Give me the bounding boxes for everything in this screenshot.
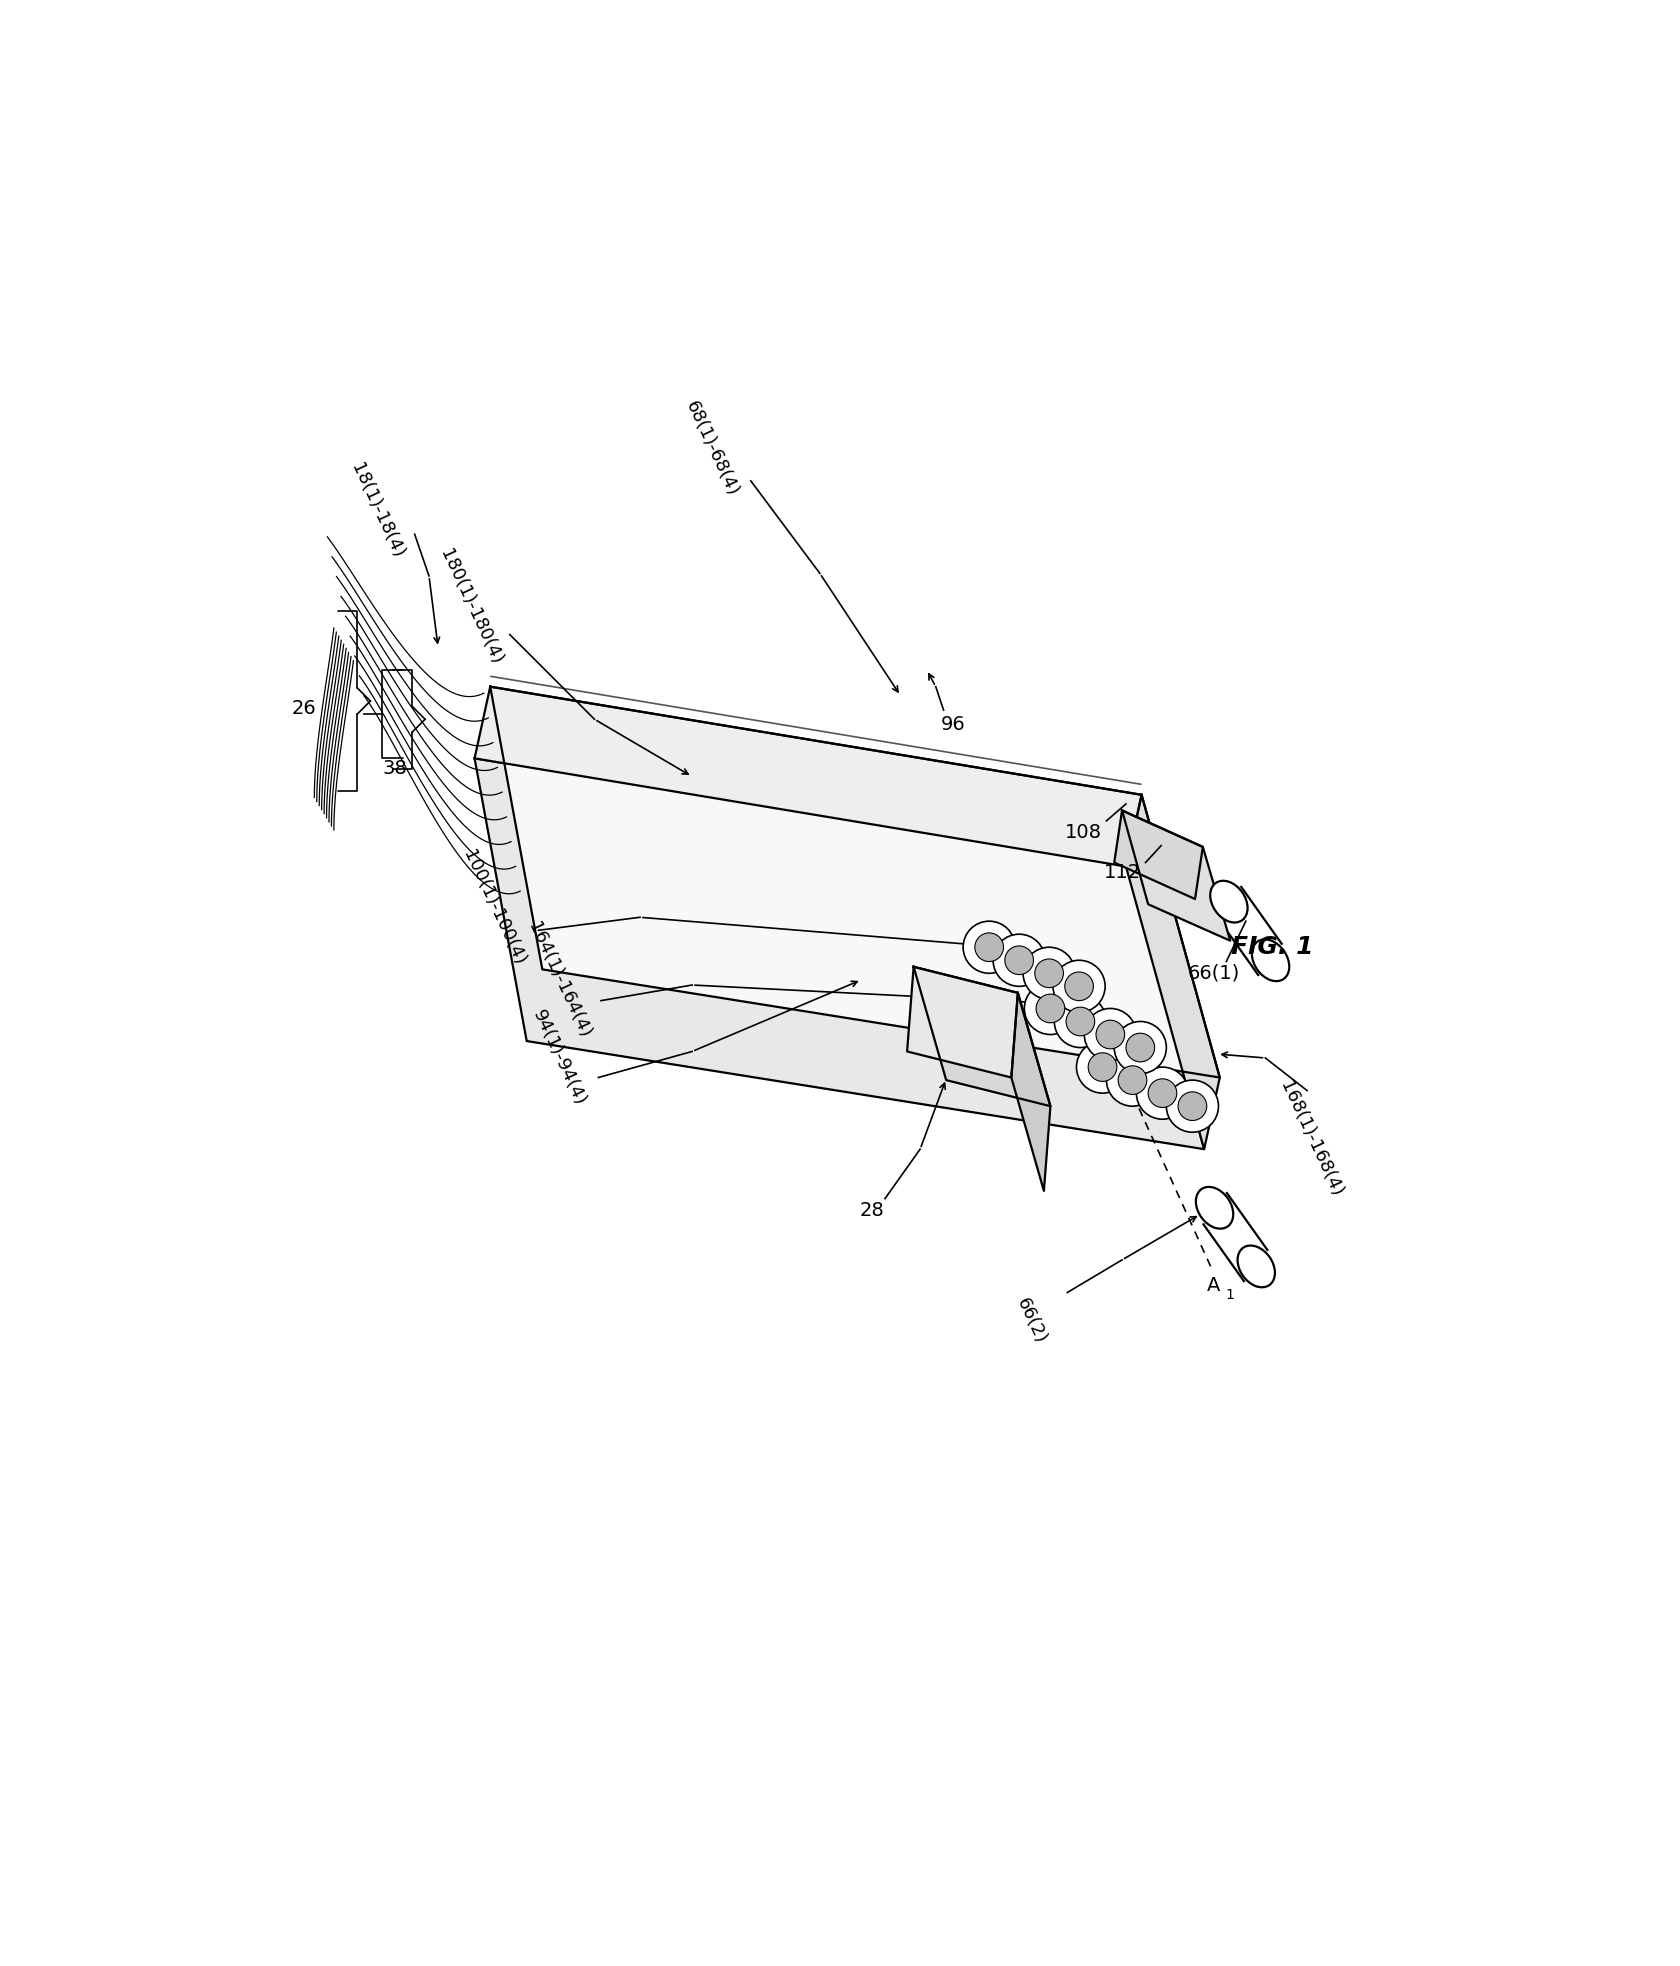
- Ellipse shape: [1194, 1187, 1233, 1229]
- Text: 180(1)-180(4): 180(1)-180(4): [435, 547, 506, 668]
- Circle shape: [1105, 1054, 1158, 1107]
- Circle shape: [1087, 1052, 1116, 1081]
- Polygon shape: [474, 686, 1141, 867]
- Circle shape: [1063, 971, 1092, 1001]
- Text: 164(1)-164(4): 164(1)-164(4): [524, 918, 593, 1040]
- Text: 168(1)-168(4): 168(1)-168(4): [1275, 1077, 1346, 1199]
- Polygon shape: [491, 686, 1220, 1077]
- Circle shape: [1084, 1009, 1136, 1060]
- Circle shape: [963, 922, 1015, 973]
- Text: 108: 108: [1063, 824, 1100, 841]
- Text: 66(1): 66(1): [1186, 963, 1238, 983]
- Circle shape: [1126, 1034, 1154, 1062]
- Ellipse shape: [1210, 881, 1247, 922]
- Circle shape: [1035, 959, 1063, 987]
- Circle shape: [1053, 995, 1105, 1048]
- Circle shape: [1136, 1068, 1188, 1119]
- Text: FIG. 1: FIG. 1: [1230, 936, 1312, 959]
- Circle shape: [1035, 995, 1063, 1022]
- Text: A: A: [1206, 1276, 1220, 1296]
- Circle shape: [1095, 1020, 1124, 1048]
- Polygon shape: [1011, 993, 1050, 1191]
- Ellipse shape: [1236, 1246, 1273, 1288]
- Circle shape: [1075, 1042, 1127, 1093]
- Polygon shape: [474, 759, 1203, 1150]
- Circle shape: [1052, 959, 1104, 1012]
- Circle shape: [1114, 1022, 1166, 1073]
- Circle shape: [1023, 983, 1075, 1034]
- Text: 66(2): 66(2): [1011, 1296, 1048, 1347]
- Polygon shape: [1122, 810, 1230, 940]
- Circle shape: [974, 934, 1003, 961]
- Ellipse shape: [1252, 940, 1289, 981]
- Text: 26: 26: [291, 700, 316, 718]
- Circle shape: [1178, 1091, 1206, 1121]
- Polygon shape: [1114, 810, 1203, 898]
- Polygon shape: [914, 967, 1050, 1107]
- Text: 96: 96: [939, 716, 964, 733]
- Text: 100(1)-100(4): 100(1)-100(4): [459, 847, 529, 969]
- Polygon shape: [907, 967, 1016, 1077]
- Text: 28: 28: [858, 1201, 884, 1219]
- Polygon shape: [1126, 794, 1220, 1150]
- Circle shape: [1023, 948, 1075, 999]
- Circle shape: [1005, 946, 1033, 975]
- Circle shape: [1065, 1007, 1094, 1036]
- Text: 18(1)-18(4): 18(1)-18(4): [346, 460, 407, 560]
- Circle shape: [993, 934, 1045, 987]
- Text: 38: 38: [383, 759, 407, 779]
- Text: 68(1)-68(4): 68(1)-68(4): [682, 397, 741, 499]
- Circle shape: [1117, 1066, 1146, 1095]
- Circle shape: [1166, 1079, 1218, 1132]
- Text: 94(1)-94(4): 94(1)-94(4): [529, 1007, 590, 1109]
- Circle shape: [1147, 1079, 1176, 1107]
- Text: 112: 112: [1102, 863, 1141, 883]
- Text: 1: 1: [1225, 1288, 1233, 1301]
